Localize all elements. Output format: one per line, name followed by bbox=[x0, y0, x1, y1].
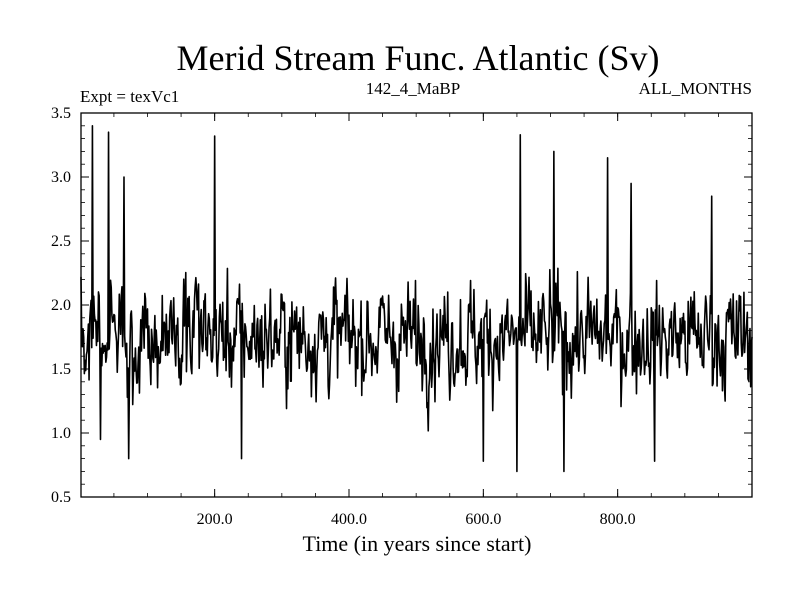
y-tick-label: 2.5 bbox=[51, 233, 71, 250]
x-tick-label: 800.0 bbox=[600, 511, 636, 528]
chart-title: Merid Stream Func. Atlantic (Sv) bbox=[177, 38, 660, 78]
y-tick-label: 1.0 bbox=[51, 425, 71, 442]
y-tick-label: 1.5 bbox=[51, 361, 71, 378]
period-label: 142_4_MaBP bbox=[366, 79, 460, 98]
y-tick-label: 3.5 bbox=[51, 105, 71, 122]
x-tick-label: 400.0 bbox=[331, 511, 367, 528]
y-tick-label: 3.0 bbox=[51, 169, 71, 186]
experiment-label: Expt = texVc1 bbox=[80, 87, 179, 106]
x-axis-label: Time (in years since start) bbox=[303, 531, 532, 556]
x-tick-label: 600.0 bbox=[465, 511, 501, 528]
series-line bbox=[80, 125, 753, 473]
x-tick-label: 200.0 bbox=[197, 511, 233, 528]
plot-frame bbox=[80, 112, 753, 498]
months-label: ALL_MONTHS bbox=[639, 79, 752, 98]
y-tick-label: 2.0 bbox=[51, 297, 71, 314]
y-tick-label: 0.5 bbox=[51, 489, 71, 506]
plot-area: 0.5 1.0 1.5 2.0 2.5 3.0 3.5 200.0 400.0 600.0 800.… bbox=[51, 105, 753, 528]
